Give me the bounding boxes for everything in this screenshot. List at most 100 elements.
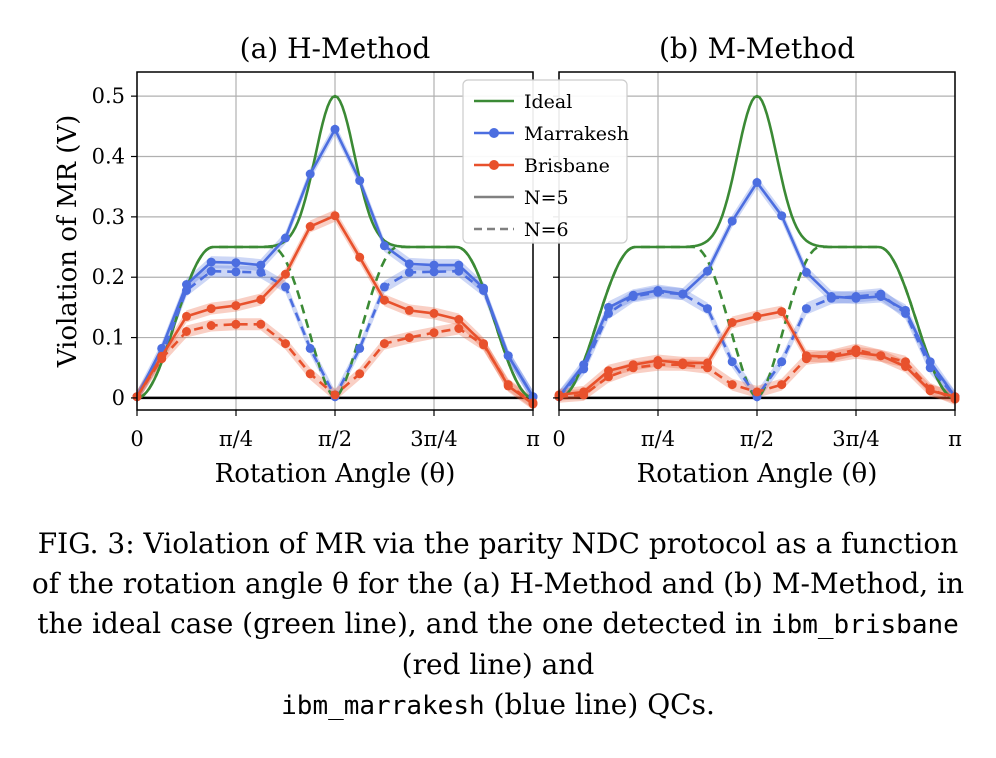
data-point [355,343,365,353]
series-group [132,124,538,409]
data-point [231,258,241,268]
data-point [777,307,787,317]
data-point [429,260,439,270]
data-point [305,169,315,179]
x-tick-label: π/2 [318,427,352,451]
data-point [231,319,241,329]
error-band [559,176,955,403]
y-tick-label: 0.4 [92,145,125,169]
data-point [678,360,688,370]
legend: Ideal Marrakesh Brisbane N=5 N=6 [462,79,629,244]
data-point [355,369,365,379]
data-point [727,357,737,367]
y-tick-label: 0 [112,386,125,410]
data-point [281,282,290,292]
data-point [404,305,414,315]
legend-marker [489,128,499,138]
caption-text: (blue line) QCs. [493,688,715,721]
x-tick-label: π/4 [219,427,253,451]
legend-label: Ideal [524,91,572,113]
data-point [752,311,762,321]
data-point [454,315,464,324]
data-point [925,363,935,373]
data-point [404,267,414,277]
data-point [182,286,191,295]
data-point [801,304,811,314]
data-point [330,211,340,221]
ticks: 0 π/4 π/2 3π/4 π 0 0.1 0.2 0.3 0.4 0.5 [92,84,541,451]
data-point [206,257,216,267]
data-point [330,124,340,134]
data-point [579,390,589,400]
data-point [281,339,290,349]
y-tick-label: 0.1 [92,326,125,350]
panel-h-method: (a) H-Method 0 π/4 π/2 3π/4 π 0 0.1 0.2 0.3 0.4 0.… [53,32,540,489]
data-point [206,266,216,276]
data-point [777,380,787,390]
data-point [703,266,712,276]
data-point [851,292,861,301]
data-point [604,308,613,318]
data-point [454,266,464,276]
series-group [554,178,960,404]
ideal-curves [136,94,534,400]
data-point [826,351,836,361]
legend-box [462,79,628,244]
data-point [379,241,389,251]
data-point [653,287,663,297]
data-point [876,351,886,361]
data-point [777,211,787,221]
data-point [727,318,737,327]
data-point [182,311,191,321]
panel-m-method: (b) M-Method 0 π/4 π/2 3π/4 π Rotation Angle… [552,32,962,489]
caption-code-brisbane: ibm_brisbane [770,610,959,640]
data-point [206,304,216,314]
x-tick-label: 0 [552,427,565,451]
x-tick-label: 0 [130,427,143,451]
caption-text: FIG. 3: Violation of MR via the parity N… [31,527,965,640]
data-point [653,360,663,370]
data-point [429,328,439,338]
data-point [925,384,935,394]
error-band [137,209,533,410]
data-point [256,295,266,304]
y-tick-label: 0.5 [92,84,125,108]
data-point [281,269,290,279]
data-point [305,369,315,379]
data-point [256,267,266,277]
data-point [628,292,638,301]
data-point [752,387,762,397]
y-tick-label: 0.3 [92,205,125,229]
data-point [182,327,191,336]
data-point [404,259,414,269]
x-axis-label: Rotation Angle (θ) [637,459,878,489]
legend-label: N=6 [524,219,569,241]
caption-code-marrakesh: ibm_marrakesh [281,691,485,721]
data-point [604,372,613,382]
y-axis-label: Violation of MR (V) [53,115,83,369]
data-point [479,340,488,350]
ticks: 0 π/4 π/2 3π/4 π [552,95,962,451]
legend-marker [489,160,499,170]
x-tick-label: π/2 [740,427,774,451]
data-point [703,304,712,314]
data-point [876,289,886,299]
data-point [231,301,241,311]
data-point [379,339,389,349]
data-point [727,216,737,226]
caption-text: (red line) and [401,648,595,681]
data-point [901,357,910,367]
data-point [379,282,389,292]
data-point [801,354,811,364]
data-point [281,233,290,243]
data-point [355,252,365,262]
figure-caption: FIG. 3: Violation of MR via the parity N… [30,524,966,726]
x-tick-label: 3π/4 [410,427,458,451]
data-point [157,354,167,364]
ideal-n5-line [558,94,956,400]
data-point [579,364,589,374]
data-point [479,286,488,295]
data-point [429,267,439,277]
data-point [628,363,638,373]
ideal-n5-line [136,94,534,400]
